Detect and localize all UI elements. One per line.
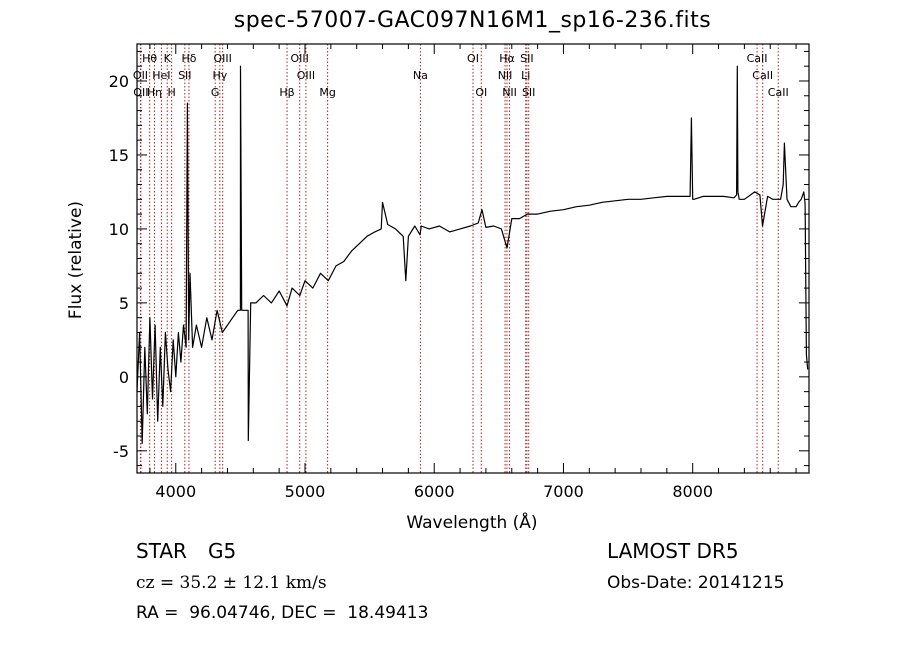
y-tick-label: 15 [109,146,129,165]
line-marker-label: Mg [319,86,335,99]
line-marker-label: OI [475,86,487,99]
spectrum-line [136,65,809,444]
line-marker-label: OII [133,69,148,82]
line-marker-label: HeI [152,69,170,82]
line-marker-label: OIII [213,52,231,65]
line-marker-label: OI [467,52,479,65]
x-tick-label: 6000 [414,482,455,501]
object-subclass: G5 [208,539,237,563]
line-marker-label: CaII [752,69,773,82]
line-marker-label: Hδ [181,52,196,65]
line-marker-label: H [167,86,175,99]
x-axis: 4000 5000 6000 7000 8000 [149,44,797,501]
x-tick-label: 8000 [672,482,713,501]
object-class: STAR [136,539,187,563]
observation-date: Obs-Date: 20141215 [607,573,785,593]
line-marker-label: NII [502,86,517,99]
x-axis-label: Wavelength (Å) [406,511,537,533]
y-tick-label: 0 [119,368,129,387]
line-marker-label: Hβ [279,86,294,99]
y-axis: -5 0 5 10 15 20 [109,50,809,467]
emission-line-labels: Hθ K Hδ OIII OIII OI Hα SII CaII OII HeI SII Hγ OIII N… [133,52,789,99]
line-marker-label: CaII [768,86,789,99]
x-tick-label: 5000 [285,482,326,501]
y-tick-label: 5 [119,294,129,313]
line-marker-label: Hγ [212,69,227,82]
emission-line-markers [139,44,779,473]
line-marker-label: Hα [499,52,515,65]
line-marker-label: CaII [747,52,768,65]
line-marker-label: K [164,52,172,65]
line-marker-label: OIII [297,69,315,82]
y-tick-label: 10 [109,220,129,239]
line-marker-label: G [211,86,220,99]
line-marker-label: Hη [147,86,162,99]
line-marker-label: NII [498,69,513,82]
redshift-value: cz = 35.2 ± 12.1 km/s [136,573,327,593]
line-marker-label: Li [521,69,530,82]
line-marker-label: Na [413,69,428,82]
line-marker-label: SII [520,52,533,65]
y-axis-label: Flux (relative) [66,201,86,319]
coordinates: RA = 96.04746, DEC = 18.49413 [136,603,429,623]
y-tick-label: -5 [113,442,129,461]
line-marker-label: SII [522,86,535,99]
survey-name: LAMOST DR5 [607,539,739,563]
line-marker-label: SII [178,69,191,82]
chart-title: spec-57007-GAC097N16M1_sp16-236.fits [233,8,712,33]
line-marker-label: Hθ [142,52,157,65]
x-tick-label: 7000 [543,482,584,501]
x-tick-label: 4000 [155,482,196,501]
line-marker-label: OIII [291,52,309,65]
y-tick-label: 20 [109,72,129,91]
